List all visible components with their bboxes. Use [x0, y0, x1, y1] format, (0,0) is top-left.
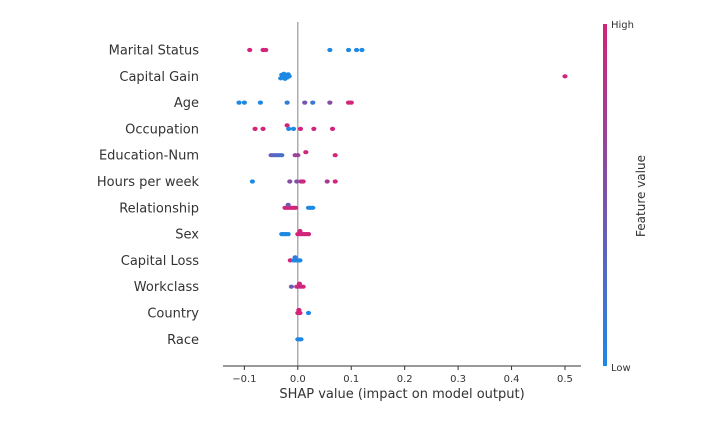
- x-tick-label: 0.5: [557, 374, 573, 385]
- shap-point: [303, 150, 309, 155]
- colorbar-high-label: High: [611, 20, 634, 31]
- shap-point: [310, 100, 316, 105]
- shap-point: [296, 307, 302, 313]
- points-layer: [236, 47, 568, 342]
- shap-point: [300, 284, 306, 289]
- x-tick-label: 0.2: [397, 374, 413, 385]
- shap-point: [295, 153, 301, 158]
- shap-point: [345, 47, 352, 53]
- shap-point: [249, 179, 255, 184]
- x-tick-label: 0.4: [504, 374, 520, 385]
- shap-point: [298, 337, 304, 342]
- x-tick-label: −0.1: [232, 374, 256, 385]
- shap-point: [297, 126, 304, 131]
- x-tick-label: 0.0: [290, 374, 306, 385]
- shap-point: [247, 47, 253, 53]
- shap-point: [324, 179, 330, 184]
- feature-label: Country: [147, 307, 199, 322]
- shap-point: [332, 179, 338, 184]
- shap-point: [353, 47, 360, 53]
- colorbar-low-label: Low: [611, 363, 631, 374]
- feature-label: Education-Num: [99, 149, 199, 164]
- shap-point: [332, 153, 338, 158]
- shap-point: [241, 100, 247, 105]
- feature-label: Occupation: [125, 122, 199, 137]
- feature-label: Race: [167, 333, 199, 348]
- shap-point: [285, 232, 291, 237]
- shap-point: [286, 74, 292, 79]
- colorbar-title: Feature value: [634, 155, 648, 237]
- colorbar: High Low Feature value: [603, 20, 648, 374]
- shap-point: [284, 123, 290, 128]
- shap-point: [290, 126, 297, 131]
- x-axis-title: SHAP value (impact on model output): [279, 387, 524, 402]
- shap-point: [286, 126, 292, 131]
- shap-point: [296, 281, 303, 286]
- feature-labels: Marital Status Capital Gain Age Occupation E…: [97, 44, 200, 348]
- shap-point: [293, 205, 299, 210]
- feature-label: Sex: [175, 228, 199, 243]
- feature-label: Marital Status: [109, 44, 200, 59]
- feature-label: Relationship: [119, 201, 199, 216]
- shap-point: [297, 229, 303, 234]
- feature-label: Workclass: [134, 280, 199, 295]
- shap-point: [310, 205, 316, 210]
- shap-point: [285, 202, 291, 207]
- shap-point: [562, 74, 568, 79]
- shap-point: [302, 100, 308, 105]
- shap-point: [305, 232, 312, 237]
- feature-label: Hours per week: [97, 175, 200, 190]
- shap-point: [284, 100, 290, 105]
- shap-point: [300, 179, 306, 184]
- shap-point: [257, 100, 264, 105]
- shap-point: [359, 47, 365, 53]
- shap-point: [329, 126, 336, 131]
- feature-label: Age: [174, 96, 199, 111]
- shap-point: [294, 179, 300, 184]
- shap-point: [327, 100, 333, 105]
- shap-point: [288, 284, 294, 289]
- shap-point: [260, 126, 266, 131]
- shap-point: [327, 47, 333, 53]
- x-tick-label: 0.3: [450, 374, 466, 385]
- shap-point: [279, 153, 285, 158]
- shap-point: [311, 126, 317, 131]
- shap-point: [287, 179, 293, 184]
- feature-label: Capital Gain: [119, 70, 199, 85]
- shap-point: [305, 310, 312, 316]
- x-axis: −0.1 0.0 0.1 0.2 0.3 0.4 0.5: [223, 365, 581, 385]
- shap-point: [252, 126, 258, 131]
- x-tick-label: 0.1: [343, 374, 359, 385]
- shap-point: [236, 100, 242, 105]
- shap-point: [263, 47, 269, 53]
- colorbar-bar: [603, 24, 607, 366]
- shap-point: [297, 258, 303, 263]
- shap-point: [348, 100, 354, 105]
- feature-label: Capital Loss: [121, 254, 199, 269]
- shap-point: [292, 255, 298, 260]
